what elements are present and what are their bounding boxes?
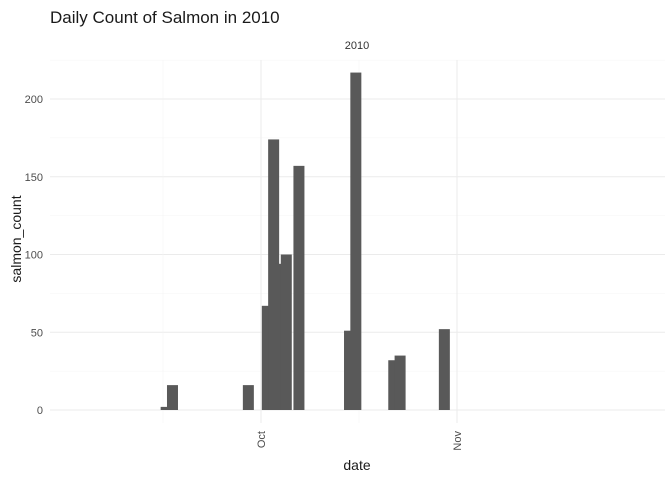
bar-2010-10-23	[394, 355, 406, 410]
bar-2010-10-02	[261, 305, 273, 410]
x-axis-tick-labels: Oct Nov	[256, 431, 464, 451]
y-tick-label: 200	[25, 94, 43, 106]
y-tick-label: 50	[31, 327, 43, 339]
x-tick-label: Nov	[452, 431, 464, 451]
bar-2010-10-30	[438, 329, 450, 410]
bar-2010-10-16	[350, 72, 362, 410]
x-axis-title: date	[343, 457, 370, 473]
bar-2010-10-15	[344, 330, 356, 410]
y-tick-label: 150	[25, 172, 43, 184]
y-tick-label: 100	[25, 250, 43, 262]
x-tick-label: Oct	[256, 431, 268, 448]
bars	[160, 72, 450, 410]
y-axis-tick-labels: 0 50 100 150 200	[25, 94, 43, 417]
bar-2010-09-16	[160, 406, 172, 410]
bar-2010-10-03	[268, 139, 280, 410]
bar-2010-10-22	[388, 360, 400, 410]
bar-2010-10-05	[280, 254, 292, 410]
facet-strip-label: 2010	[345, 40, 369, 52]
bar-2010-09-29	[242, 385, 254, 410]
bar-2010-10-04	[274, 263, 286, 410]
y-axis-title: salmon_count	[8, 195, 24, 282]
y-tick-label: 0	[37, 405, 43, 417]
bar-2010-10-07	[293, 165, 305, 410]
chart-title: Daily Count of Salmon in 2010	[50, 8, 280, 27]
bar-2010-09-17	[166, 385, 178, 410]
